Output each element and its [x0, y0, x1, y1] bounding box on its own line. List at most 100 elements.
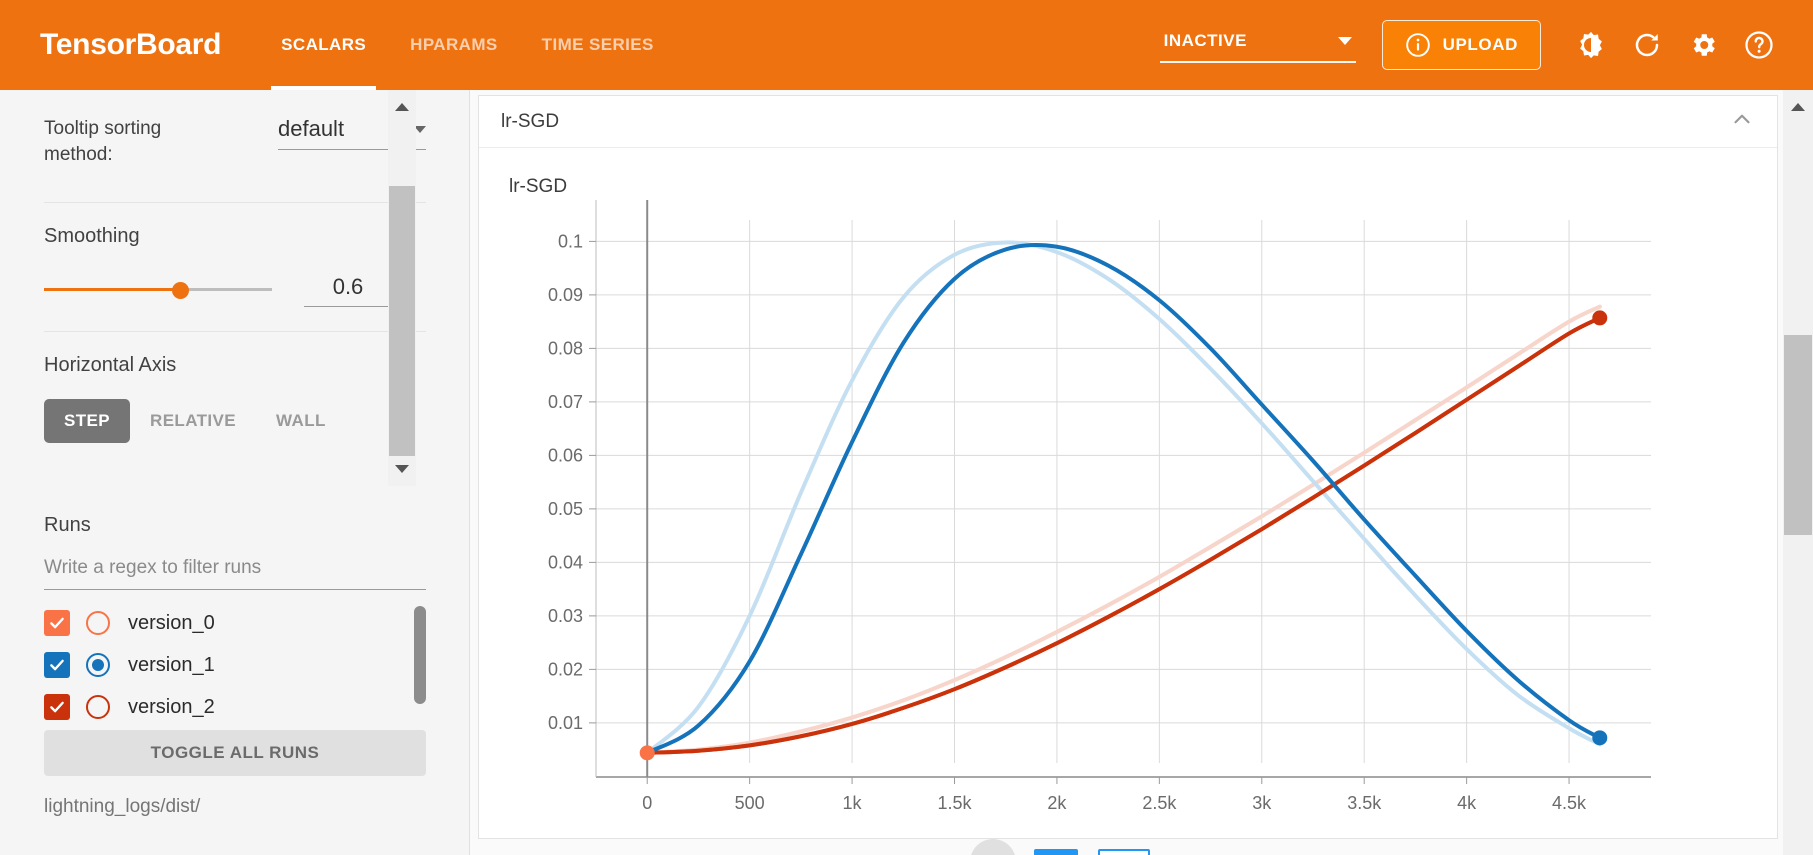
- run-radio[interactable]: [86, 653, 110, 677]
- run-item-version-0[interactable]: version_0: [44, 602, 426, 644]
- card-header: lr-SGD: [479, 96, 1777, 148]
- chart-svg[interactable]: 0.01 0.02 0.03 0.04 0.05 0.06 0.07 0.08 0.09 0.1 0…: [479, 198, 1779, 838]
- settings-inner: Tooltip sorting method: default Smoothin…: [0, 90, 426, 467]
- main-content: lr-SGD lr-SGD 0.01 0.02 0.03 0.04 0.05 0.06 0.…: [470, 90, 1813, 855]
- svg-text:3k: 3k: [1252, 793, 1272, 813]
- svg-text:0.06: 0.06: [548, 445, 583, 465]
- top-app-bar: TensorBoard SCALARS HPARAMS TIME SERIES …: [0, 0, 1813, 90]
- svg-text:0.01: 0.01: [548, 713, 583, 733]
- horizontal-axis-section: Horizontal Axis STEP RELATIVE WALL: [44, 332, 426, 467]
- tab-hparams-label: HPARAMS: [410, 35, 498, 54]
- scalar-card-lr-sgd: lr-SGD lr-SGD 0.01 0.02 0.03 0.04 0.05 0.06 0.…: [478, 95, 1778, 839]
- svg-text:0: 0: [642, 793, 652, 813]
- horizontal-axis-buttons: STEP RELATIVE WALL: [44, 398, 426, 443]
- upload-button[interactable]: UPLOAD: [1381, 20, 1541, 70]
- chart-toolbar-peek: [970, 835, 1270, 855]
- smoothing-section: Smoothing 0.6: [44, 203, 426, 332]
- help-icon[interactable]: [1731, 17, 1787, 73]
- scroll-down-arrow-icon[interactable]: [388, 455, 416, 483]
- svg-text:4.5k: 4.5k: [1552, 793, 1587, 813]
- tooltip-sorting-value: default: [278, 116, 345, 141]
- tab-scalars[interactable]: SCALARS: [259, 0, 388, 90]
- tooltip-sorting-row: Tooltip sorting method: default: [44, 90, 426, 203]
- svg-text:0.09: 0.09: [548, 285, 583, 305]
- chevron-down-icon: [1337, 37, 1352, 45]
- svg-text:2k: 2k: [1047, 793, 1067, 813]
- main-scrollbar-thumb[interactable]: [1784, 335, 1812, 535]
- smoothing-value-input[interactable]: 0.6: [304, 274, 392, 307]
- toolbar-button-2[interactable]: [1098, 849, 1150, 855]
- svg-text:500: 500: [735, 793, 765, 813]
- chart-title: lr-SGD: [509, 176, 568, 197]
- scroll-up-arrow-icon[interactable]: [388, 93, 416, 121]
- svg-text:0.03: 0.03: [548, 606, 583, 626]
- toolbar-fab[interactable]: [970, 839, 1016, 855]
- run-item-version-2[interactable]: version_2: [44, 686, 426, 728]
- toggle-all-runs-button[interactable]: TOGGLE ALL RUNS: [44, 730, 426, 776]
- sidebar-scrollbar[interactable]: [388, 90, 416, 486]
- reload-status-label: INACTIVE: [1163, 31, 1247, 50]
- refresh-icon[interactable]: [1619, 17, 1675, 73]
- chevron-down-icon: [414, 125, 426, 133]
- haxis-wall-button[interactable]: WALL: [276, 410, 326, 430]
- logdir-path: lightning_logs/dist/: [44, 796, 201, 817]
- runs-list-scrollbar-thumb[interactable]: [414, 606, 426, 704]
- svg-text:0.02: 0.02: [548, 659, 583, 679]
- svg-text:0.05: 0.05: [548, 499, 583, 519]
- runs-filter-input[interactable]: [44, 557, 426, 579]
- svg-text:1.5k: 1.5k: [937, 793, 972, 813]
- tab-hparams[interactable]: HPARAMS: [388, 0, 520, 90]
- tooltip-sorting-select[interactable]: default: [278, 116, 426, 150]
- tab-time-series[interactable]: TIME SERIES: [520, 0, 676, 90]
- horizontal-axis-label: Horizontal Axis: [44, 353, 177, 376]
- toolbar-button-1[interactable]: [1034, 849, 1078, 855]
- run-checkbox[interactable]: [44, 652, 70, 678]
- main-nav-tabs: SCALARS HPARAMS TIME SERIES: [259, 0, 676, 90]
- runs-heading: Runs: [44, 514, 91, 536]
- main-scrollbar[interactable]: [1783, 90, 1813, 855]
- scroll-up-arrow-icon[interactable]: [1783, 93, 1813, 121]
- runs-list[interactable]: version_0 version_1 versio: [44, 602, 426, 728]
- run-label: version_1: [128, 653, 215, 676]
- run-checkbox[interactable]: [44, 694, 70, 720]
- top-bar-actions: INACTIVE UPLOAD: [1159, 17, 1813, 73]
- brightness-icon[interactable]: [1563, 17, 1619, 73]
- smoothing-row: 0.6: [44, 274, 426, 307]
- runs-filter: [44, 557, 426, 590]
- info-circle-icon: [1405, 32, 1431, 58]
- settings-gear-icon[interactable]: [1675, 17, 1731, 73]
- upload-button-label: UPLOAD: [1442, 35, 1518, 54]
- runs-list-scrollbar[interactable]: [414, 606, 426, 724]
- tab-time-series-label: TIME SERIES: [541, 35, 654, 54]
- run-label: version_2: [128, 695, 215, 718]
- card-title: lr-SGD: [501, 110, 560, 132]
- svg-text:0.04: 0.04: [548, 552, 583, 572]
- run-label: version_0: [128, 611, 215, 634]
- svg-text:0.07: 0.07: [548, 392, 583, 412]
- smoothing-label: Smoothing: [44, 224, 140, 247]
- smoothing-slider[interactable]: [44, 281, 272, 300]
- haxis-relative-button[interactable]: RELATIVE: [150, 410, 237, 430]
- svg-text:3.5k: 3.5k: [1347, 793, 1382, 813]
- reload-status-select[interactable]: INACTIVE: [1159, 27, 1356, 63]
- svg-text:4k: 4k: [1457, 793, 1477, 813]
- tab-scalars-label: SCALARS: [281, 35, 367, 54]
- runs-pane: Runs version_0: [0, 486, 469, 855]
- run-radio[interactable]: [86, 695, 110, 719]
- sidebar-scrollbar-thumb[interactable]: [389, 186, 415, 456]
- slider-fill: [44, 288, 181, 292]
- svg-text:1k: 1k: [843, 793, 863, 813]
- svg-text:0.1: 0.1: [558, 231, 583, 251]
- run-checkbox[interactable]: [44, 610, 70, 636]
- app-brand-title: TensorBoard: [40, 28, 222, 61]
- toggle-all-runs-label: TOGGLE ALL RUNS: [150, 743, 320, 762]
- settings-pane: Tooltip sorting method: default Smoothin…: [0, 90, 469, 486]
- chevron-up-icon[interactable]: [1729, 106, 1755, 137]
- run-radio[interactable]: [86, 611, 110, 635]
- svg-text:0.08: 0.08: [548, 338, 583, 358]
- run-item-version-1[interactable]: version_1: [44, 644, 426, 686]
- chart-plot-area[interactable]: 0.01 0.02 0.03 0.04 0.05 0.06 0.07 0.08 0.09 0.1 0…: [479, 198, 1779, 838]
- haxis-step-button[interactable]: STEP: [44, 398, 131, 443]
- slider-thumb[interactable]: [172, 282, 189, 300]
